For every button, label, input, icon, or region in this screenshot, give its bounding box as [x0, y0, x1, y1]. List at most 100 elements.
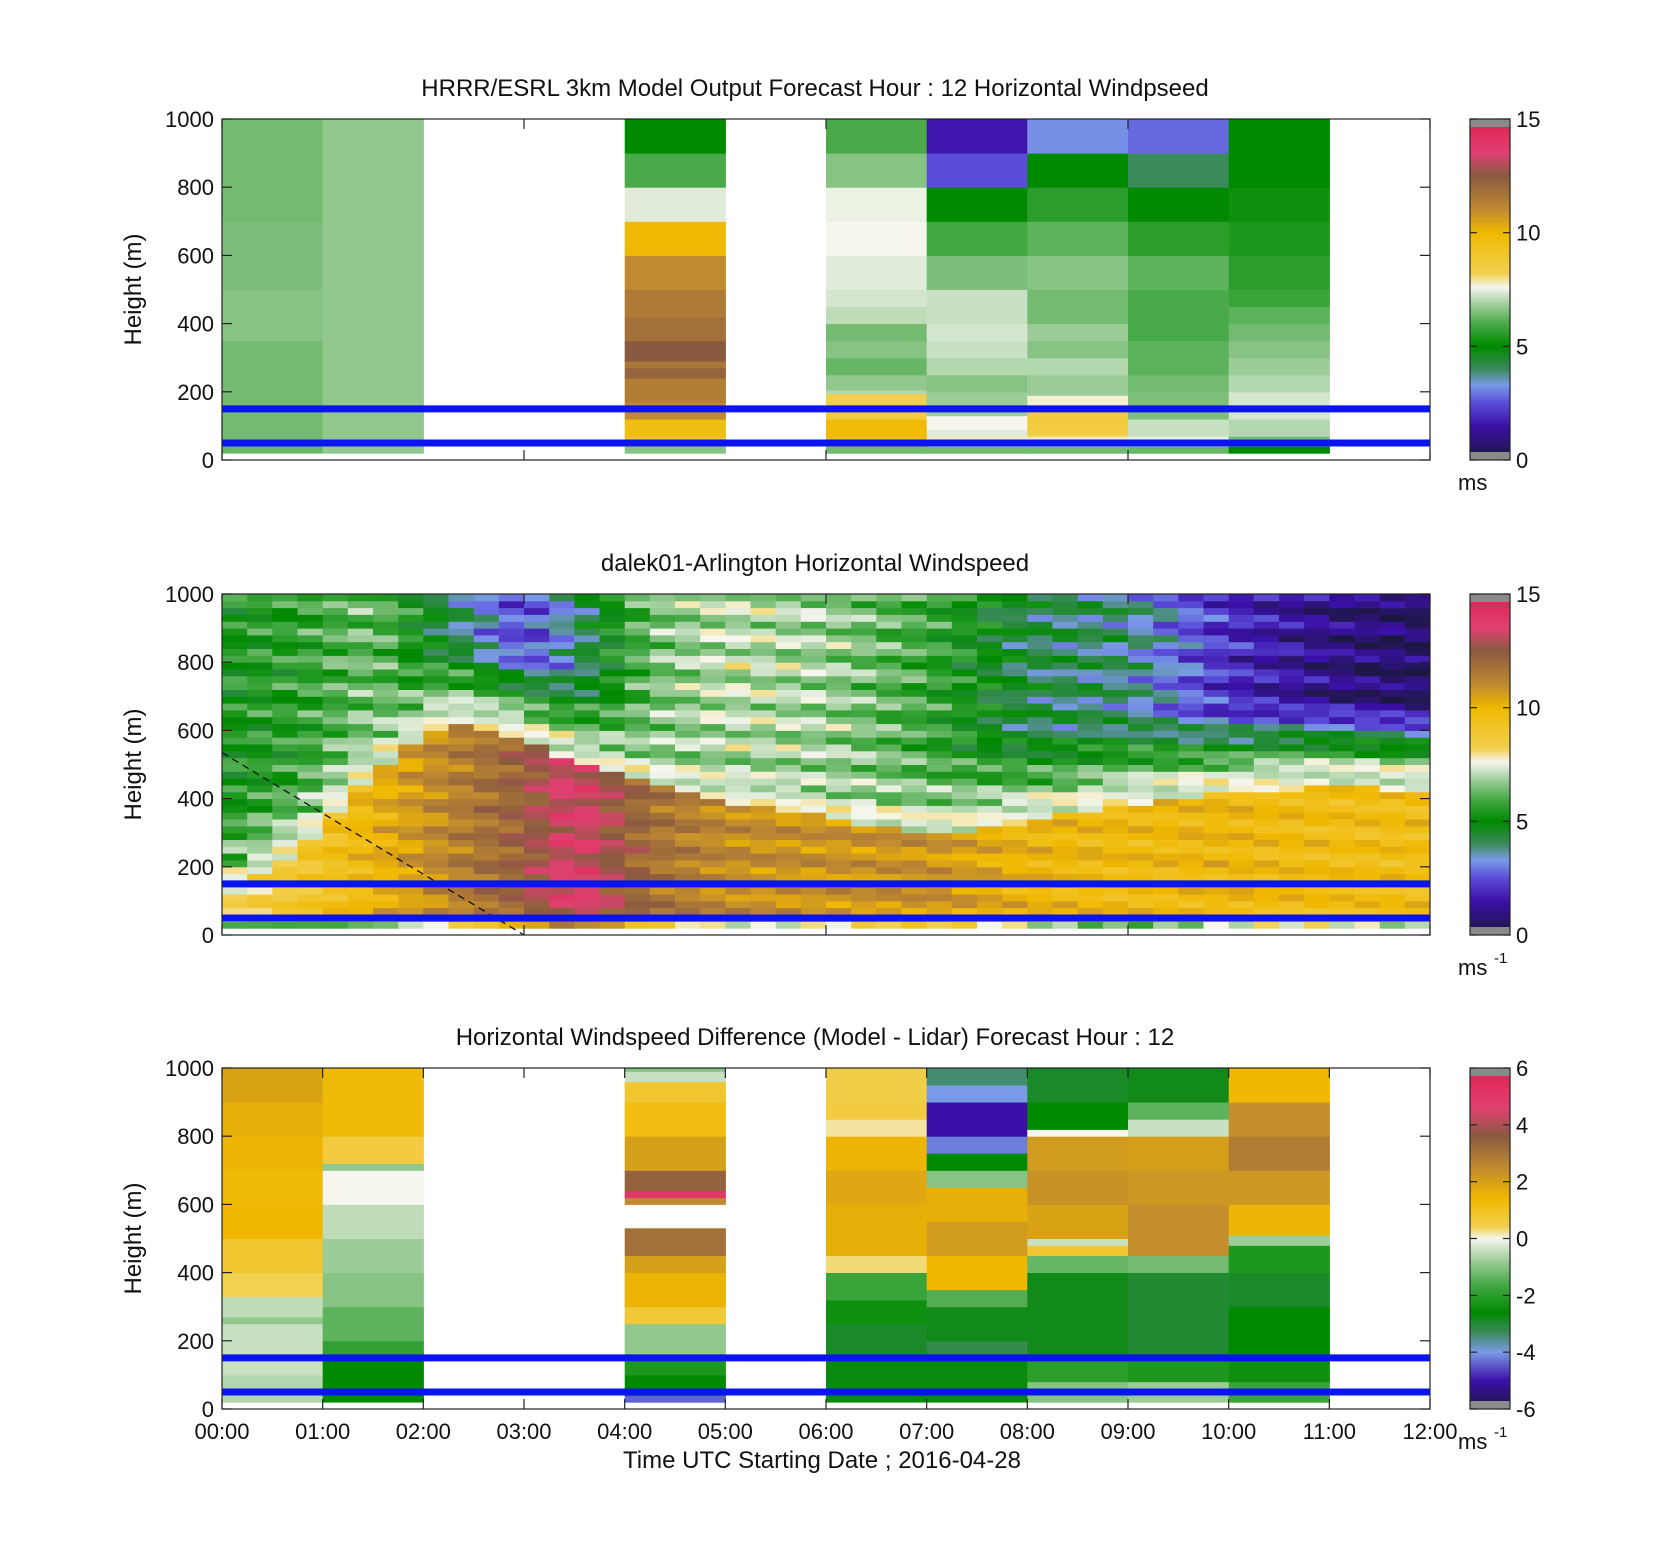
heatmap-cell — [1329, 628, 1355, 636]
heatmap-cell — [977, 791, 1003, 800]
heatmap-cell — [1178, 839, 1204, 847]
heatmap-cell — [1002, 669, 1028, 677]
heatmap-cell — [725, 757, 751, 765]
heatmap-cell — [524, 730, 550, 738]
heatmap-cell — [222, 1316, 324, 1325]
heatmap-cell — [1002, 716, 1028, 725]
heatmap-cell — [675, 805, 701, 813]
heatmap-cell — [649, 621, 676, 629]
heatmap-cell — [1404, 737, 1431, 745]
heatmap-cell — [926, 1289, 1028, 1308]
heatmap-cell — [1203, 662, 1230, 670]
heatmap-cell — [1404, 634, 1431, 643]
heatmap-cell — [800, 832, 827, 840]
heatmap-cell — [1153, 894, 1179, 902]
heatmap-cell — [398, 744, 424, 752]
heatmap-cell — [926, 648, 953, 656]
heatmap-cell — [423, 689, 449, 697]
heatmap-cell — [1027, 119, 1129, 154]
heatmap-cell — [1304, 675, 1330, 684]
heatmap-cell — [926, 600, 953, 609]
heatmap-cell — [1253, 641, 1280, 649]
heatmap-cell — [347, 812, 374, 820]
heatmap-cell — [272, 744, 298, 752]
heatmap-cell — [524, 846, 550, 854]
heatmap-cell — [675, 730, 701, 738]
heatmap-cell — [1153, 812, 1179, 820]
heatmap-cell — [1404, 757, 1431, 765]
heatmap-cell — [1077, 887, 1104, 895]
heatmap-cell — [423, 648, 449, 656]
heatmap-cell — [1304, 709, 1330, 718]
heatmap-cell — [1077, 798, 1104, 806]
heatmap-cell — [1002, 682, 1028, 690]
heatmap-cell — [549, 791, 575, 800]
heatmap-cell — [826, 187, 928, 222]
heatmap-cell — [498, 655, 525, 663]
heatmap-cell — [1379, 771, 1406, 779]
heatmap-cell — [498, 628, 525, 636]
heatmap-cell — [1128, 723, 1154, 731]
heatmap-cell — [926, 675, 953, 684]
heatmap-cell — [876, 798, 902, 806]
heatmap-cell — [1052, 887, 1079, 895]
heatmap-cell — [1203, 730, 1230, 738]
heatmap-cell — [649, 723, 676, 731]
heatmap-cell — [222, 846, 248, 854]
heatmap-cell — [1128, 805, 1154, 813]
heatmap-cell — [247, 737, 273, 745]
heatmap-cell — [272, 819, 298, 827]
heatmap-cell — [448, 750, 475, 759]
heatmap-cell — [1379, 648, 1406, 656]
heatmap-cell — [1404, 846, 1431, 854]
heatmap-cell — [675, 675, 701, 684]
heatmap-cell — [926, 689, 953, 697]
heatmap-cell — [1203, 723, 1230, 731]
heatmap-cell — [473, 805, 500, 813]
heatmap-cell — [599, 921, 626, 929]
heatmap-cell — [1304, 621, 1330, 629]
heatmap-cell — [574, 709, 600, 718]
heatmap-cell — [775, 825, 802, 834]
heatmap-cell — [675, 750, 701, 759]
heatmap-cell — [700, 737, 726, 745]
heatmap-cell — [851, 696, 877, 704]
heatmap-cell — [926, 771, 953, 779]
heatmap-cell — [1027, 446, 1129, 454]
heatmap-cell — [1102, 723, 1129, 731]
heatmap-cell — [750, 723, 777, 731]
heatmap-cell — [1128, 119, 1230, 154]
heatmap-cell — [347, 798, 374, 806]
heatmap-cell — [1354, 703, 1381, 711]
heatmap-cell — [977, 655, 1003, 663]
heatmap-cell — [1228, 771, 1255, 779]
heatmap-cell — [1077, 894, 1104, 902]
heatmap-cell — [901, 907, 928, 915]
heatmap-cell — [977, 825, 1003, 834]
heatmap-cell — [800, 757, 827, 765]
heatmap-cell — [649, 853, 676, 861]
heatmap-cell — [675, 737, 701, 745]
heatmap-cell — [826, 446, 928, 454]
heatmap-cell — [322, 1136, 424, 1164]
heatmap-cell — [926, 255, 1028, 290]
heatmap-cell — [222, 600, 248, 609]
heatmap-cell — [1052, 662, 1079, 670]
heatmap-cell — [1304, 757, 1330, 765]
heatmap-cell — [549, 764, 575, 772]
heatmap-cell — [926, 866, 953, 875]
heatmap-cell — [750, 730, 777, 738]
heatmap-cell — [649, 662, 676, 670]
heatmap-cell — [1027, 594, 1053, 602]
heatmap-cell — [901, 900, 928, 909]
heatmap-cell — [297, 921, 324, 929]
heatmap-cell — [1404, 594, 1431, 602]
heatmap-cell — [574, 675, 600, 684]
heatmap-cell — [1102, 860, 1129, 868]
heatmap-cell — [775, 655, 802, 663]
heatmap-cell — [222, 1136, 324, 1171]
heatmap-cell — [1203, 791, 1230, 800]
heatmap-cell — [1304, 860, 1330, 868]
heatmap-cell — [876, 757, 902, 765]
